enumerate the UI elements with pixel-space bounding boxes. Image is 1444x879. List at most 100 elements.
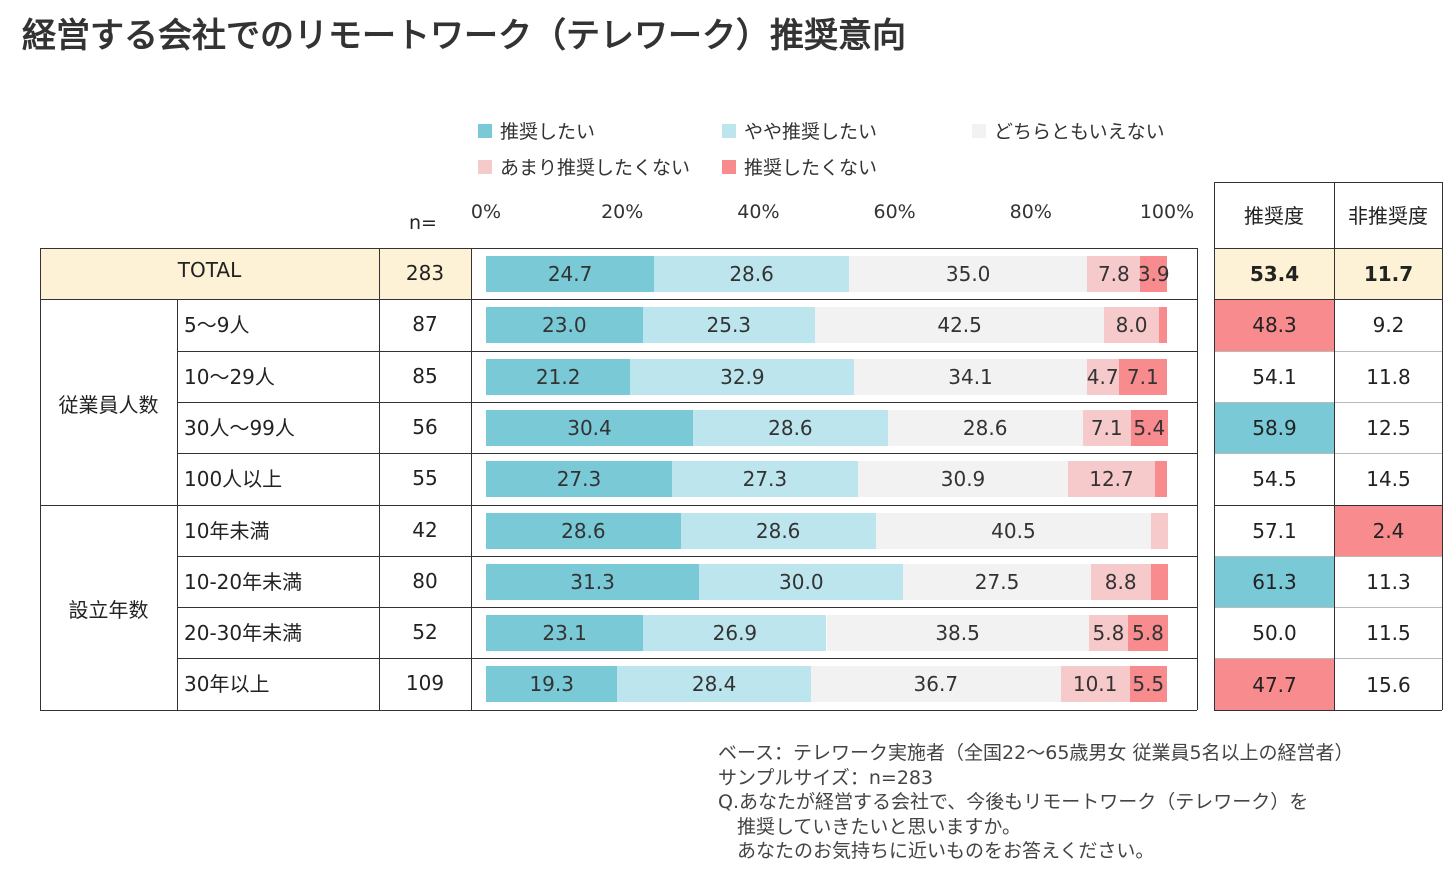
row-divider <box>177 401 1197 403</box>
nonrecommend-score: 9.2 <box>1372 313 1405 338</box>
row-n: 42 <box>412 517 438 542</box>
x-tick-label: 60% <box>873 201 916 223</box>
row-divider <box>177 350 1197 352</box>
footnote-line: Q.あなたが経営する会社で、今後もリモートワーク（テレワーク）を <box>718 791 1309 813</box>
score-border <box>1214 182 1442 183</box>
bar-segment: 42.5 <box>814 307 1105 344</box>
bar-segment: 21.2 <box>486 358 631 395</box>
row-n: 52 <box>412 620 438 645</box>
row-label: 5～9人 <box>184 313 250 338</box>
bar-segment: 36.7 <box>810 666 1061 703</box>
bar-segment: 27.3 <box>671 461 858 498</box>
footnote-line: あなたのお気持ちに近いものをお答えください。 <box>718 840 1155 862</box>
bar-segment: 30.0 <box>699 563 904 600</box>
table-border-left <box>40 248 41 710</box>
bar-segment: 10.1 <box>1060 666 1130 703</box>
bar-segment: 5.8 <box>1088 615 1129 652</box>
nonrecommend-score: 15.6 <box>1366 672 1411 697</box>
bar-segment: 5.8 <box>1128 615 1168 652</box>
legend-swatch <box>722 123 736 138</box>
footnote-line: サンプルサイズ：n=283 <box>718 766 934 789</box>
legend-item-4: あまり推奨したくない <box>478 153 690 180</box>
bar-segment: 12.7 <box>1068 461 1155 498</box>
row-divider <box>177 453 1197 455</box>
recommend-score: 54.5 <box>1252 467 1297 492</box>
score-border <box>1214 182 1215 710</box>
bar-segment: 7.1 <box>1118 358 1167 395</box>
bar-segment: 28.6 <box>654 256 849 292</box>
row-label: 10～29人 <box>184 364 275 389</box>
row-n: 55 <box>412 466 438 491</box>
row-n: 80 <box>412 568 438 593</box>
bar-segment: 30.9 <box>857 461 1069 498</box>
x-tick-label: 100% <box>1139 201 1195 223</box>
row-label: 10年未満 <box>184 518 270 543</box>
nonrecommend-score: 12.5 <box>1366 416 1411 441</box>
table-border-bottom <box>40 709 1197 711</box>
recommend-score: 47.7 <box>1215 659 1334 710</box>
bar-segment: 23.0 <box>486 307 643 344</box>
row-n: 87 <box>412 312 438 337</box>
footnote-line: 推奨していきたいと思いますか。 <box>718 815 1022 838</box>
legend-label: あまり推奨したくない <box>500 157 691 179</box>
nonrecommend-score: 11.8 <box>1366 364 1411 389</box>
legend-swatch <box>722 159 736 174</box>
score-row-divider <box>1214 607 1442 609</box>
bar-segment: 24.7 <box>486 256 655 292</box>
row-label: 30年以上 <box>184 672 270 697</box>
score-border <box>1214 299 1442 301</box>
score-header-nonrecommend: 非推奨度 <box>1348 204 1428 228</box>
bar-segment: 40.5 <box>875 512 1152 549</box>
nonrecommend-score: 11.7 <box>1335 249 1442 300</box>
bar-segment: 4.7 <box>1086 358 1119 395</box>
row-label: 10-20年未満 <box>184 569 303 594</box>
bar-segment <box>1154 461 1167 498</box>
row-divider <box>40 299 1197 301</box>
bar-segment: 5.4 <box>1130 409 1168 446</box>
recommend-score: 61.3 <box>1215 556 1334 608</box>
recommend-score: 57.1 <box>1252 518 1297 543</box>
row-n: 283 <box>405 261 445 285</box>
bar-segment: 26.9 <box>643 615 827 652</box>
legend-swatch <box>478 123 492 138</box>
col-divider <box>471 248 472 710</box>
table-border-right <box>1197 248 1198 710</box>
score-border <box>1214 504 1442 506</box>
row-label: 100人以上 <box>184 467 283 492</box>
legend-label: どちらともいえない <box>994 121 1165 143</box>
legend-label: 推奨したくない <box>744 157 878 179</box>
score-header-recommend: 推奨度 <box>1244 204 1304 228</box>
bar-segment: 28.6 <box>680 512 876 549</box>
col-divider <box>177 299 178 710</box>
bar-segment: 7.1 <box>1082 409 1131 446</box>
row-label: 30人～99人 <box>184 415 295 440</box>
bar-segment: 38.5 <box>826 615 1089 652</box>
col-divider <box>379 248 380 710</box>
bar-segment <box>1151 512 1168 549</box>
row-divider <box>177 607 1197 609</box>
x-tick-label: 0% <box>470 201 502 223</box>
score-row-divider <box>1214 555 1442 557</box>
nonrecommend-score: 14.5 <box>1366 467 1411 492</box>
recommend-score: 58.9 <box>1215 402 1334 454</box>
legend-swatch <box>478 159 492 174</box>
chart-title: 経営する会社でのリモートワーク（テレワーク）推奨意向 <box>22 16 906 56</box>
row-divider <box>40 504 1197 506</box>
n-header: n= <box>409 212 437 234</box>
bar-segment: 28.4 <box>617 666 811 703</box>
legend-item-2: やや推奨したい <box>722 117 877 144</box>
x-tick-label: 80% <box>1009 201 1052 223</box>
bar-segment: 8.0 <box>1104 307 1159 344</box>
bar-segment: 5.5 <box>1129 666 1167 703</box>
row-divider <box>177 555 1197 557</box>
row-label-total: TOTAL <box>177 258 242 282</box>
group-label: 従業員人数 <box>58 392 159 417</box>
bar-segment: 28.6 <box>486 512 681 549</box>
bar-segment: 27.3 <box>486 461 672 498</box>
bar-segment <box>1158 307 1167 344</box>
table-border-top <box>40 248 1197 249</box>
legend-swatch <box>972 123 986 138</box>
nonrecommend-score: 11.5 <box>1366 621 1411 646</box>
recommend-score: 50.0 <box>1252 621 1297 646</box>
total-row-bg <box>40 248 471 300</box>
